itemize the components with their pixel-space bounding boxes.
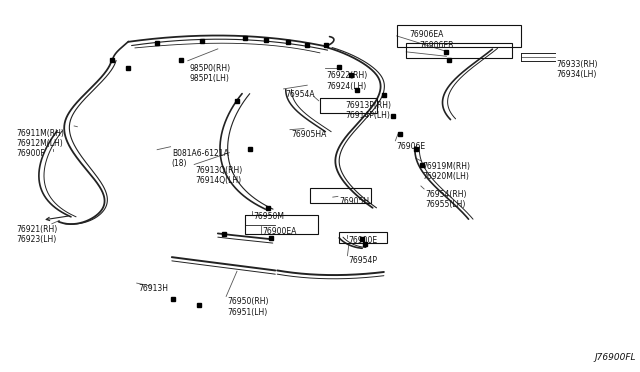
- Text: 76913P(RH)
76914P(LH): 76913P(RH) 76914P(LH): [346, 101, 392, 120]
- Text: 76921(RH)
76923(LH): 76921(RH) 76923(LH): [17, 225, 58, 244]
- Text: B081A6-6121A
(18): B081A6-6121A (18): [172, 149, 228, 169]
- Text: J76900FL: J76900FL: [595, 353, 636, 362]
- Text: 76954(RH)
76955(LH): 76954(RH) 76955(LH): [426, 190, 467, 209]
- Text: 76906EA: 76906EA: [410, 31, 444, 39]
- Text: 76906EB: 76906EB: [419, 41, 453, 51]
- Text: 985P0(RH)
985P1(LH): 985P0(RH) 985P1(LH): [189, 64, 230, 83]
- Text: 76913Q(RH)
76914Q(LH): 76913Q(RH) 76914Q(LH): [195, 166, 243, 185]
- Text: 76906E: 76906E: [397, 141, 426, 151]
- Text: 76913H: 76913H: [138, 284, 168, 293]
- Text: 76954P: 76954P: [349, 256, 378, 265]
- Text: 76922(RH)
76924(LH): 76922(RH) 76924(LH): [326, 71, 367, 90]
- Text: 76905H: 76905H: [339, 197, 369, 206]
- Text: 76950(RH)
76951(LH): 76950(RH) 76951(LH): [227, 297, 269, 317]
- Text: 76900EA: 76900EA: [262, 227, 297, 236]
- Text: 76900E: 76900E: [349, 236, 378, 245]
- Text: 76950M: 76950M: [253, 212, 284, 221]
- Text: 76905HA: 76905HA: [291, 131, 326, 140]
- Text: 76919M(RH)
76920M(LH): 76919M(RH) 76920M(LH): [422, 162, 470, 181]
- Bar: [397, 25, 521, 47]
- Text: 76900F: 76900F: [17, 149, 45, 158]
- Bar: [244, 215, 318, 234]
- Bar: [310, 188, 371, 203]
- Text: 76911M(RH)
76912M(LH): 76911M(RH) 76912M(LH): [17, 129, 65, 148]
- Bar: [406, 42, 511, 58]
- Text: 76933(RH)
76934(LH): 76933(RH) 76934(LH): [556, 60, 598, 79]
- Bar: [339, 232, 387, 243]
- Bar: [320, 98, 378, 113]
- Text: 76954A: 76954A: [285, 90, 314, 99]
